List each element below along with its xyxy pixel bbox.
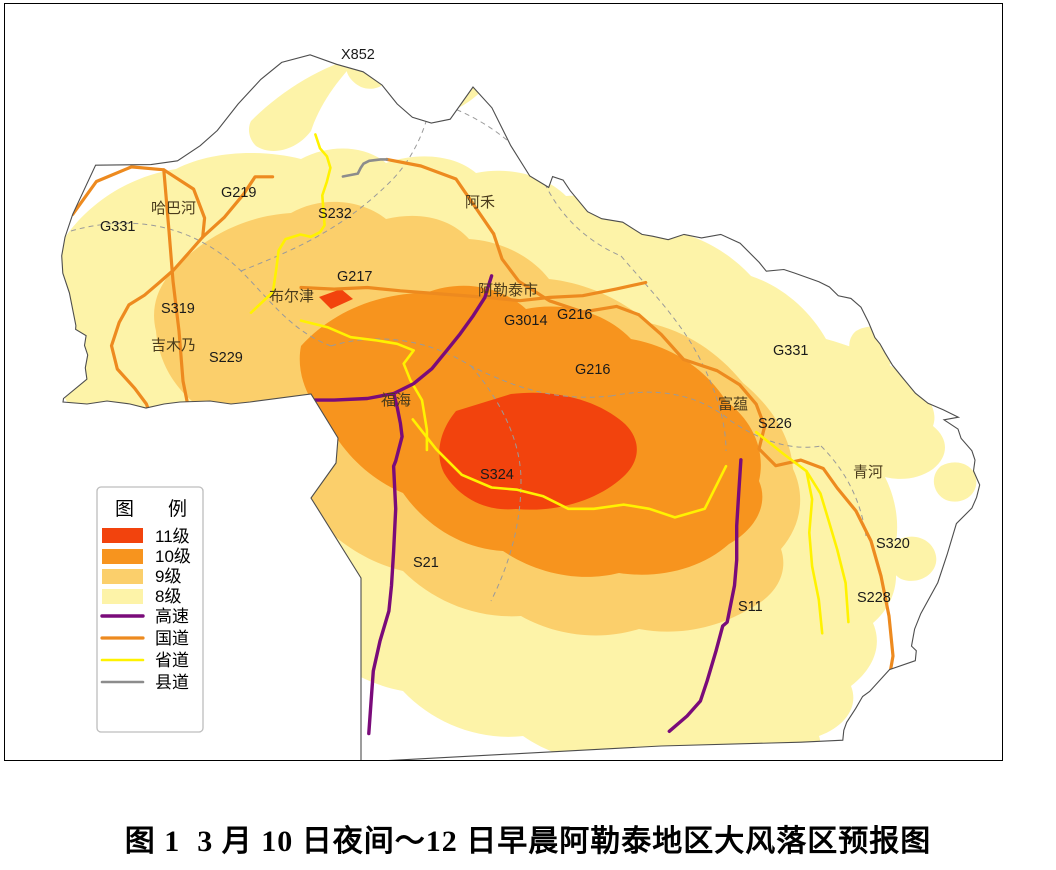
svg-text:G217: G217 xyxy=(337,269,372,285)
svg-text:S320: S320 xyxy=(876,536,910,552)
svg-text:阿禾: 阿禾 xyxy=(465,194,495,211)
svg-text:国道: 国道 xyxy=(155,629,189,648)
svg-text:G331: G331 xyxy=(100,219,135,235)
svg-text:图: 图 xyxy=(115,499,134,520)
svg-text:S21: S21 xyxy=(413,555,439,571)
svg-text:县道: 县道 xyxy=(155,673,189,692)
svg-text:S324: S324 xyxy=(480,467,514,483)
svg-text:G219: G219 xyxy=(221,185,256,201)
svg-text:福海: 福海 xyxy=(381,392,411,409)
svg-text:X852: X852 xyxy=(341,47,375,63)
svg-text:8级: 8级 xyxy=(155,587,181,606)
svg-text:青河: 青河 xyxy=(853,464,883,481)
svg-text:G331: G331 xyxy=(773,343,808,359)
svg-text:省道: 省道 xyxy=(155,651,189,670)
svg-text:G216: G216 xyxy=(557,307,592,323)
svg-text:11级: 11级 xyxy=(155,527,190,546)
svg-text:9级: 9级 xyxy=(155,567,181,586)
svg-text:阿勒泰市: 阿勒泰市 xyxy=(478,282,538,299)
svg-text:S319: S319 xyxy=(161,301,195,317)
svg-text:S229: S229 xyxy=(209,350,243,366)
svg-text:S228: S228 xyxy=(857,590,891,606)
svg-text:高速: 高速 xyxy=(155,607,189,626)
svg-text:S226: S226 xyxy=(758,416,792,432)
svg-text:布尔津: 布尔津 xyxy=(269,288,314,305)
svg-text:S11: S11 xyxy=(738,599,763,615)
svg-text:G3014: G3014 xyxy=(504,313,548,329)
svg-text:10级: 10级 xyxy=(155,547,191,566)
svg-text:S232: S232 xyxy=(318,206,352,222)
svg-text:吉木乃: 吉木乃 xyxy=(151,337,196,354)
svg-text:富蕴: 富蕴 xyxy=(718,395,748,413)
svg-text:哈巴河: 哈巴河 xyxy=(151,200,196,217)
svg-text:G216: G216 xyxy=(575,362,610,378)
svg-text:例: 例 xyxy=(168,498,187,520)
